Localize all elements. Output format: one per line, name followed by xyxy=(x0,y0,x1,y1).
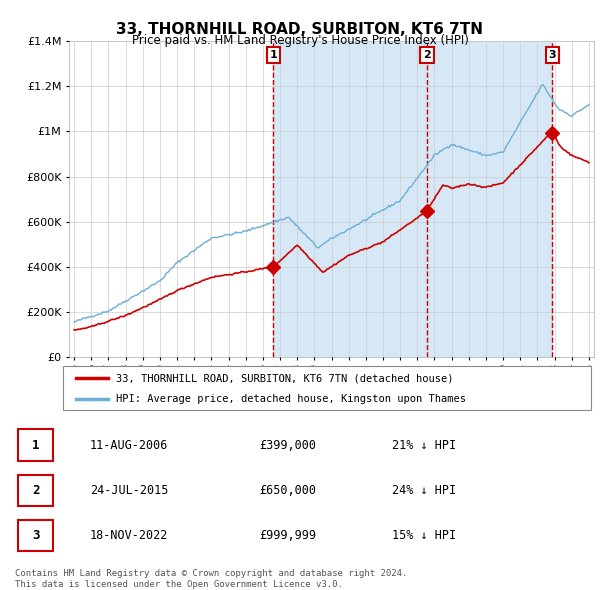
Text: £399,000: £399,000 xyxy=(260,439,317,452)
Text: 11-AUG-2006: 11-AUG-2006 xyxy=(90,439,168,452)
Text: 3: 3 xyxy=(548,50,556,60)
Text: Contains HM Land Registry data © Crown copyright and database right 2024.
This d: Contains HM Land Registry data © Crown c… xyxy=(15,569,407,589)
Text: 21% ↓ HPI: 21% ↓ HPI xyxy=(392,439,456,452)
Text: 2: 2 xyxy=(32,484,40,497)
Text: 1: 1 xyxy=(269,50,277,60)
Text: HPI: Average price, detached house, Kingston upon Thames: HPI: Average price, detached house, King… xyxy=(116,394,466,404)
Text: 18-NOV-2022: 18-NOV-2022 xyxy=(90,529,168,542)
Text: 2: 2 xyxy=(423,50,431,60)
FancyBboxPatch shape xyxy=(18,474,53,506)
Text: 24% ↓ HPI: 24% ↓ HPI xyxy=(392,484,456,497)
Text: 15% ↓ HPI: 15% ↓ HPI xyxy=(392,529,456,542)
Text: 1: 1 xyxy=(32,439,40,452)
Text: 24-JUL-2015: 24-JUL-2015 xyxy=(90,484,168,497)
Text: £999,999: £999,999 xyxy=(260,529,317,542)
FancyBboxPatch shape xyxy=(18,430,53,461)
Text: Price paid vs. HM Land Registry's House Price Index (HPI): Price paid vs. HM Land Registry's House … xyxy=(131,34,469,47)
Text: 3: 3 xyxy=(32,529,40,542)
Bar xyxy=(274,41,553,357)
Text: 33, THORNHILL ROAD, SURBITON, KT6 7TN: 33, THORNHILL ROAD, SURBITON, KT6 7TN xyxy=(116,22,484,37)
FancyBboxPatch shape xyxy=(18,520,53,551)
FancyBboxPatch shape xyxy=(63,366,591,410)
Text: 33, THORNHILL ROAD, SURBITON, KT6 7TN (detached house): 33, THORNHILL ROAD, SURBITON, KT6 7TN (d… xyxy=(116,373,454,383)
Text: £650,000: £650,000 xyxy=(260,484,317,497)
